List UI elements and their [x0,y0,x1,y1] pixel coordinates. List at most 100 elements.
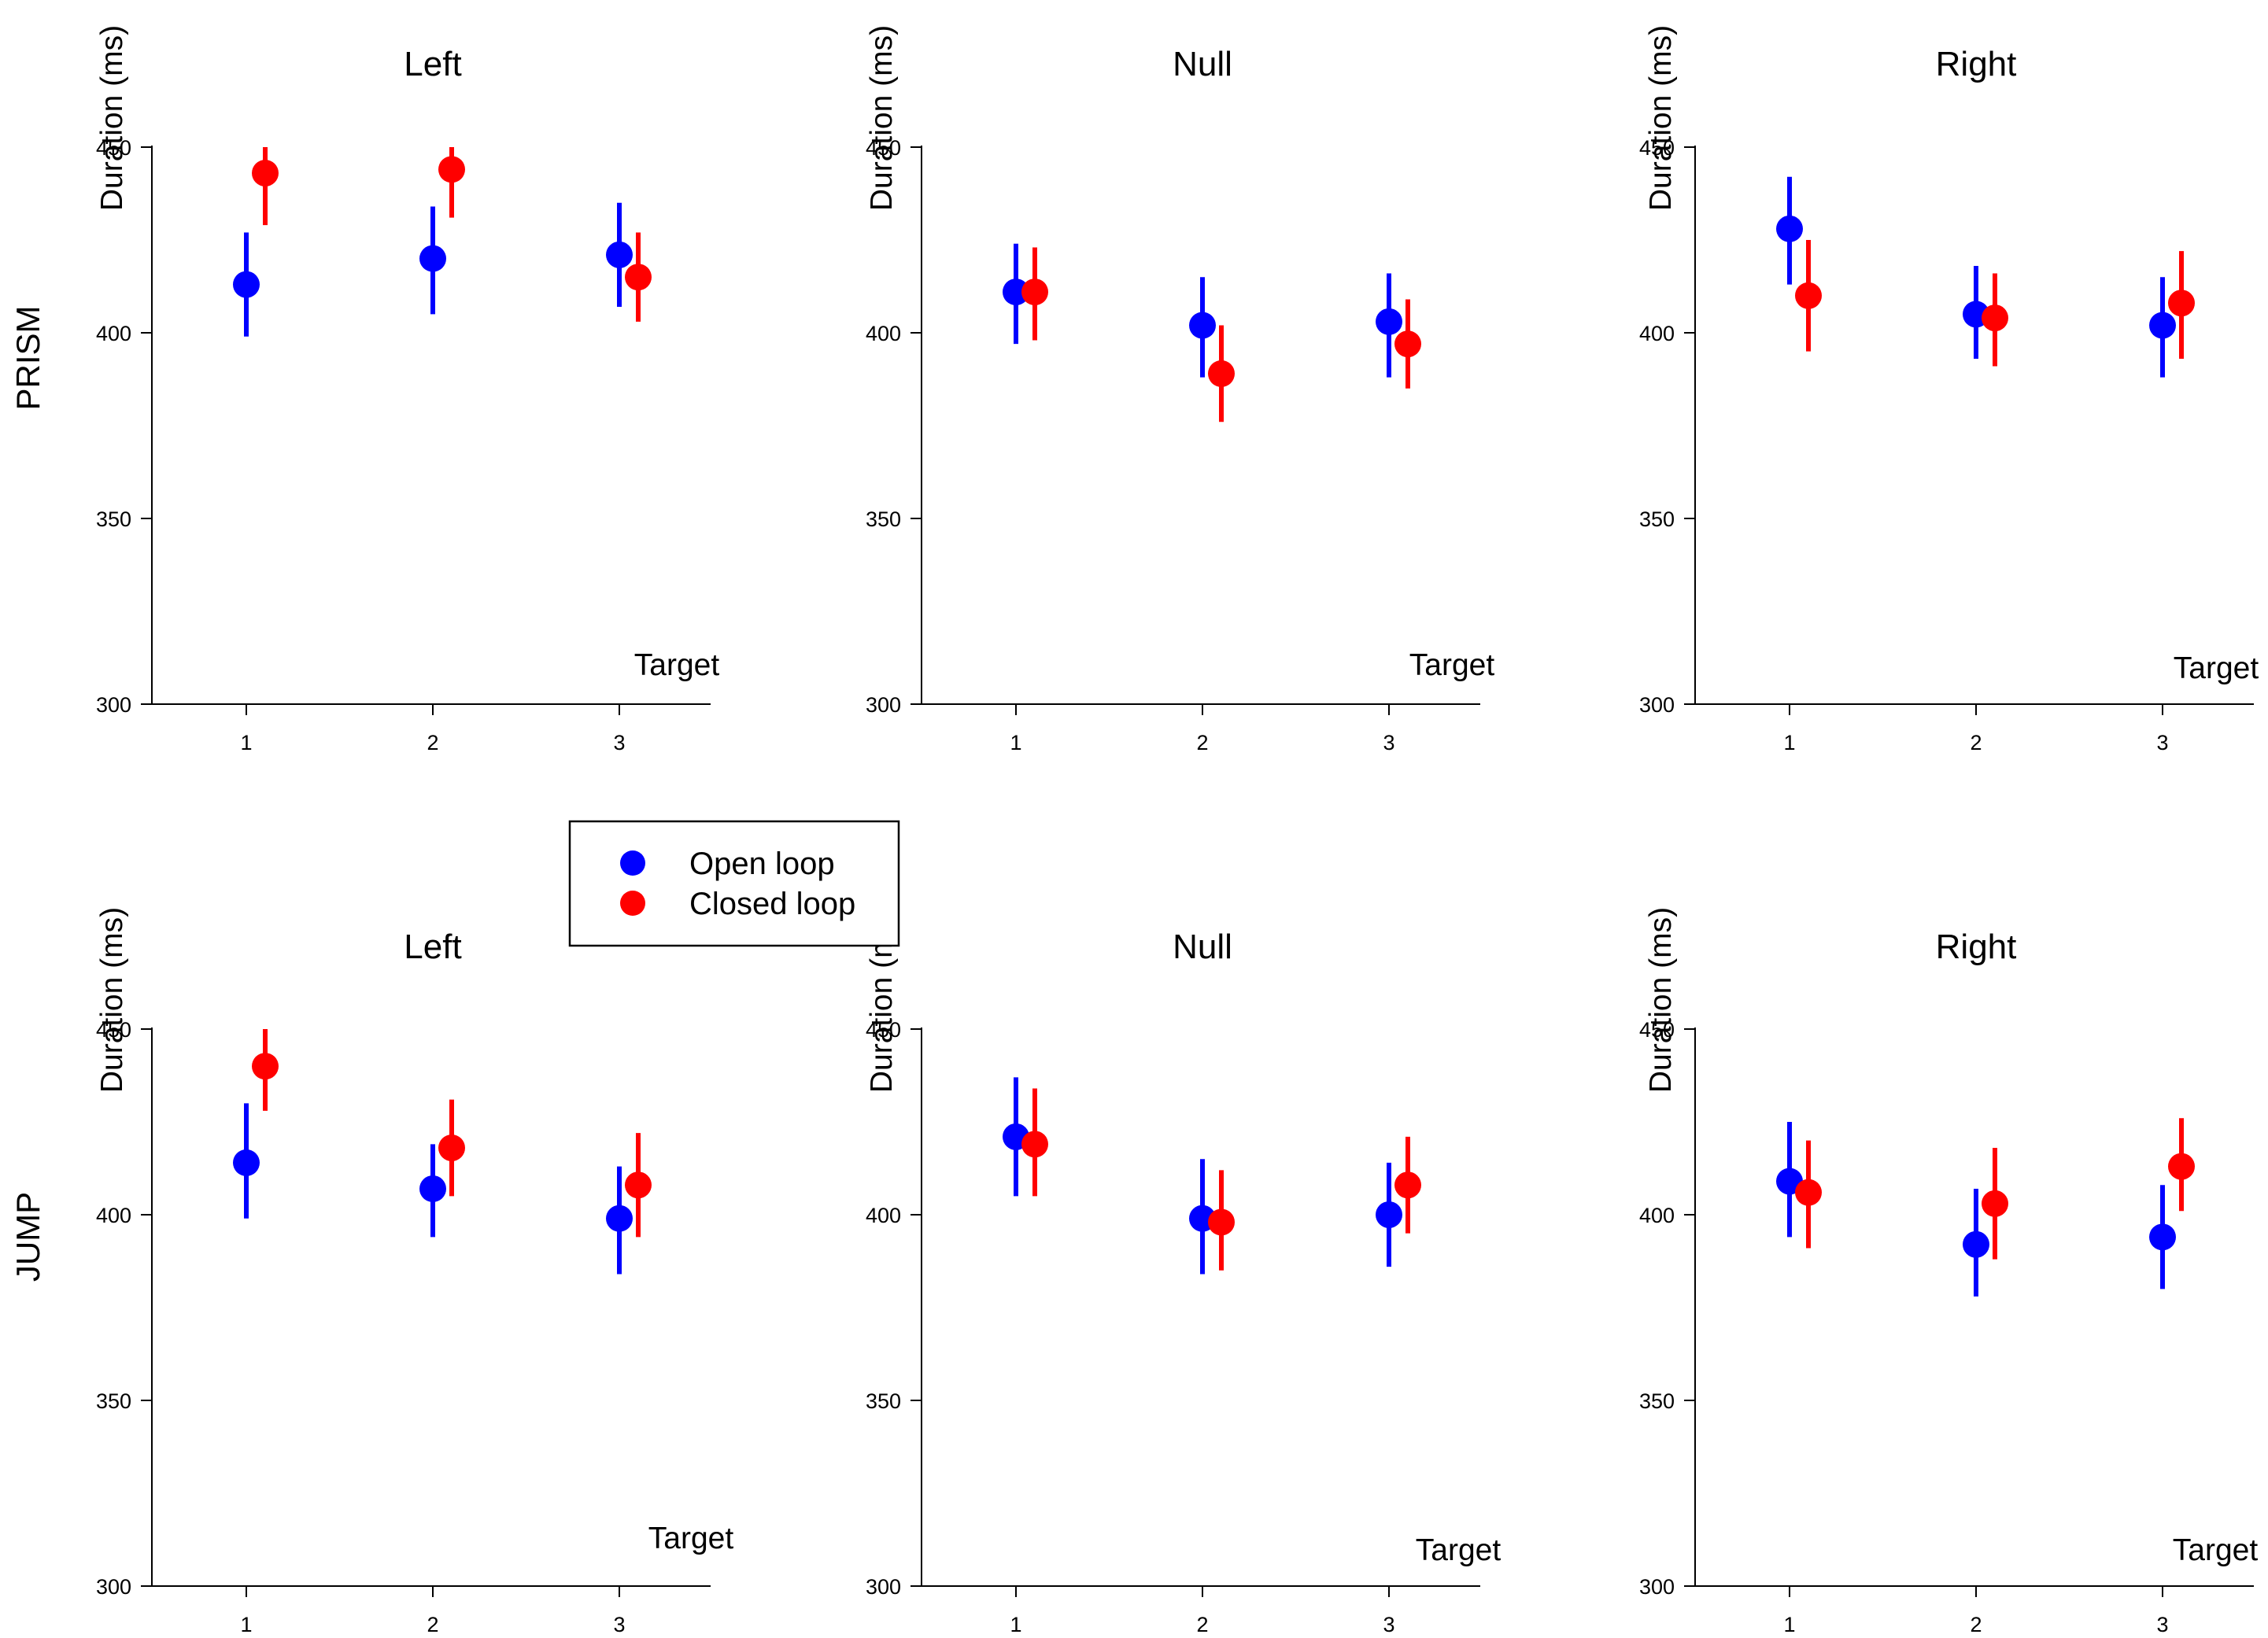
x-axis-title: Target [2174,651,2259,685]
y-tick-label: 350 [1639,1389,1675,1413]
legend: Open loop Closed loop [568,820,900,947]
y-tick-label: 300 [1639,693,1675,717]
y-tick-label: 400 [96,1204,131,1227]
x-tick-label: 1 [1010,1613,1021,1636]
x-tick-label: 2 [1970,731,1982,754]
point-open-loop [2149,312,2176,339]
point-closed-loop [438,1134,465,1162]
y-tick-label: 400 [1639,1204,1675,1227]
y-tick-label: 450 [96,136,131,160]
x-axis-title: Target [2173,1533,2259,1567]
y-tick-label: 400 [866,1204,901,1227]
y-tick-label: 350 [866,1389,901,1413]
legend-open-marker [620,850,645,876]
point-closed-loop [438,156,465,183]
y-tick-label: 300 [866,1575,901,1599]
y-axis-title: Duration (ms) [95,907,129,1093]
point-closed-loop [1208,360,1235,387]
point-open-loop [2149,1223,2176,1251]
y-tick-label: 450 [866,136,901,160]
x-tick-label: 2 [1196,1613,1208,1636]
x-tick-label: 3 [1383,731,1394,754]
panel-prism-left: 300 350 400 450 1 2 3 Left Duration (ms) Target [95,25,719,754]
panel-prism-null: 300 350 400 450 1 2 3 Null Duration (ms) Target [865,25,1494,754]
point-open-loop [419,1175,446,1202]
legend-box [568,820,900,947]
x-axis-title: Target [1416,1533,1502,1567]
y-tick-label: 300 [1639,1575,1675,1599]
panel-jump-right: 300 350 400 450 1 2 3 Right Duration (ms) Target [1639,907,2258,1636]
point-closed-loop [625,1171,652,1199]
x-tick-label: 2 [427,731,438,754]
point-closed-loop [1795,282,1822,309]
point-open-loop [1776,215,1803,242]
y-tick-label: 350 [866,507,901,531]
point-open-loop [419,245,446,272]
y-axis-title: Duration (ms) [95,25,129,211]
point-closed-loop [625,264,652,291]
y-tick-label: 400 [1639,322,1675,345]
x-tick-label: 1 [1010,731,1021,754]
point-closed-loop [1982,1190,2008,1217]
point-open-loop [606,241,633,268]
legend-closed-label: Closed loop [689,887,855,921]
x-tick-label: 1 [1783,731,1795,754]
x-axis-title: Target [648,1522,734,1555]
point-open-loop [1376,308,1402,335]
point-open-loop [1003,279,1029,306]
y-tick-label: 450 [1639,136,1675,160]
point-open-loop [233,271,260,298]
x-tick-label: 3 [613,1613,625,1636]
point-closed-loop [1021,1131,1048,1158]
x-tick-label: 1 [1783,1613,1795,1636]
x-tick-label: 2 [427,1613,438,1636]
y-tick-label: 400 [866,322,901,345]
y-axis-title: Duration (ms) [1644,907,1678,1093]
panel-title: Right [1936,45,2017,83]
x-axis-title: Target [634,648,720,682]
point-closed-loop [2168,290,2195,317]
point-closed-loop [1394,1171,1421,1199]
point-closed-loop [252,1053,279,1080]
row-label-prism: PRISM [9,305,46,410]
x-tick-label: 2 [1196,731,1208,754]
point-open-loop [233,1149,260,1176]
point-open-loop [606,1205,633,1232]
x-tick-label: 1 [240,731,252,754]
legend-open-label: Open loop [689,847,835,881]
panels: 300 350 400 450 1 2 3 Left Duration (ms) Target 30… [95,25,2259,1636]
x-tick-label: 3 [1383,1613,1394,1636]
y-tick-label: 350 [1639,507,1675,531]
y-tick-label: 450 [1639,1018,1675,1042]
point-closed-loop [1394,330,1421,358]
y-tick-label: 450 [96,1018,131,1042]
point-open-loop [1376,1201,1402,1228]
panel-jump-left: 300 350 400 450 1 2 3 Left Duration (ms) Target [95,907,733,1636]
legend-closed-marker [620,891,645,916]
point-open-loop [1963,1230,1989,1258]
point-closed-loop [1795,1179,1822,1206]
panel-title: Right [1936,928,2017,966]
y-tick-label: 300 [96,693,131,717]
x-tick-label: 3 [613,731,625,754]
x-axis-title: Target [1409,648,1495,682]
point-closed-loop [1021,279,1048,306]
point-closed-loop [1982,304,2008,332]
point-closed-loop [1208,1208,1235,1236]
y-tick-label: 300 [866,693,901,717]
x-tick-label: 3 [2156,731,2168,754]
y-tick-label: 450 [866,1018,901,1042]
point-closed-loop [252,160,279,187]
panel-title: Null [1173,45,1232,83]
point-closed-loop [2168,1153,2195,1180]
y-tick-label: 350 [96,1389,131,1413]
panel-title: Left [404,928,461,966]
x-tick-label: 3 [2156,1613,2168,1636]
y-tick-label: 350 [96,507,131,531]
point-open-loop [1189,312,1216,339]
x-tick-label: 1 [240,1613,252,1636]
panel-prism-right: 300 350 400 450 1 2 3 Right Duration (ms) Target [1639,25,2259,754]
row-label-jump: JUMP [9,1192,46,1282]
